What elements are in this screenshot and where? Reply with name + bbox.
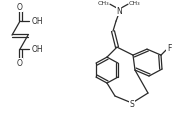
Text: CH₃: CH₃ xyxy=(129,1,141,6)
Text: F: F xyxy=(167,44,171,53)
Text: S: S xyxy=(130,100,134,109)
Text: O: O xyxy=(17,59,23,68)
Text: O: O xyxy=(17,3,23,12)
Text: OH: OH xyxy=(32,17,44,26)
Text: N: N xyxy=(116,7,122,16)
Text: CH₃: CH₃ xyxy=(97,1,109,6)
Text: OH: OH xyxy=(32,45,44,54)
